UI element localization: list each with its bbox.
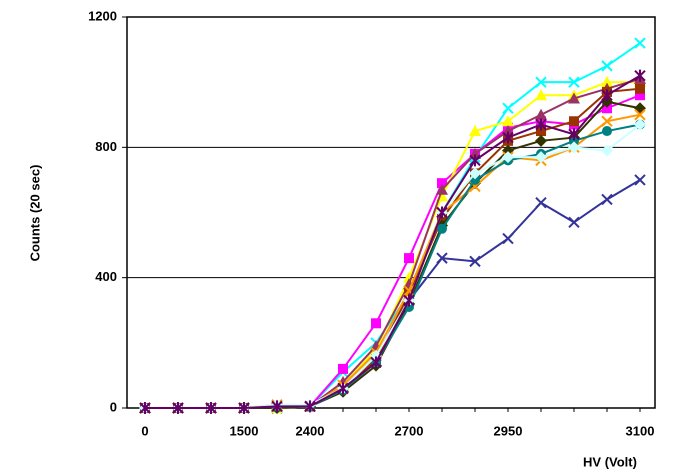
- marker: [568, 76, 580, 88]
- marker: [602, 126, 612, 137]
- marker: [634, 109, 646, 121]
- marker: [437, 178, 447, 189]
- marker: [502, 131, 514, 144]
- marker: [601, 193, 613, 206]
- marker: [535, 76, 547, 88]
- marker: [502, 151, 514, 164]
- marker: [469, 154, 481, 167]
- marker: [568, 216, 580, 228]
- marker: [634, 69, 646, 82]
- marker: [535, 118, 547, 131]
- x-tick-label: 2700: [395, 423, 424, 438]
- marker: [370, 356, 382, 369]
- x-tick-label: 3100: [626, 423, 655, 438]
- marker: [469, 125, 481, 137]
- x-tick-label: 2950: [494, 423, 523, 438]
- marker: [634, 37, 646, 49]
- plot-area: [126, 16, 656, 409]
- marker: [238, 402, 250, 414]
- marker: [635, 83, 645, 94]
- marker: [172, 402, 184, 414]
- y-axis-label: Counts (20 sec): [27, 165, 42, 262]
- marker: [404, 253, 414, 264]
- marker: [271, 400, 283, 413]
- marker: [569, 135, 579, 146]
- marker: [502, 102, 514, 114]
- series-line: [145, 87, 641, 409]
- marker: [371, 318, 381, 329]
- marker: [437, 223, 447, 234]
- x-tick-label: 0: [141, 423, 148, 438]
- marker: [535, 197, 547, 209]
- marker: [602, 103, 612, 114]
- series-line: [145, 77, 641, 409]
- marker: [403, 271, 415, 283]
- series-line: [145, 123, 641, 409]
- marker: [535, 134, 547, 147]
- marker: [437, 214, 447, 225]
- marker: [337, 382, 349, 395]
- marker: [601, 144, 613, 157]
- x-axis-label: HV (Volt): [583, 454, 637, 469]
- y-tick-label: 400: [95, 269, 117, 284]
- marker: [635, 90, 645, 101]
- marker: [502, 232, 514, 245]
- marker: [568, 92, 580, 104]
- marker: [338, 363, 348, 374]
- y-tick-label: 1200: [88, 8, 117, 23]
- marker: [403, 294, 415, 307]
- x-tick-label: 1500: [230, 423, 259, 438]
- series-line: [145, 113, 641, 409]
- marker: [469, 255, 481, 268]
- marker: [304, 400, 316, 413]
- marker: [601, 76, 613, 88]
- marker: [634, 102, 646, 115]
- marker: [535, 89, 547, 101]
- series-line: [145, 74, 641, 409]
- marker: [436, 183, 448, 195]
- series-line: [145, 123, 641, 409]
- marker: [139, 402, 151, 414]
- marker: [568, 141, 580, 154]
- marker: [634, 118, 646, 131]
- marker: [569, 116, 579, 127]
- marker: [535, 108, 547, 120]
- marker: [601, 60, 613, 72]
- series-line: [145, 179, 641, 409]
- marker: [536, 126, 546, 137]
- x-tick-label: 2400: [296, 423, 325, 438]
- y-tick-label: 0: [110, 399, 117, 414]
- marker: [535, 151, 547, 164]
- marker: [469, 167, 481, 180]
- series-line: [145, 42, 641, 409]
- series-line: [145, 94, 641, 409]
- marker: [601, 89, 613, 102]
- marker: [502, 115, 514, 127]
- marker: [634, 174, 646, 186]
- marker: [404, 288, 414, 299]
- marker: [568, 128, 580, 141]
- marker: [436, 206, 448, 219]
- marker: [205, 402, 217, 414]
- marker: [436, 252, 448, 264]
- marker: [601, 115, 613, 127]
- y-tick-label: 800: [95, 139, 117, 154]
